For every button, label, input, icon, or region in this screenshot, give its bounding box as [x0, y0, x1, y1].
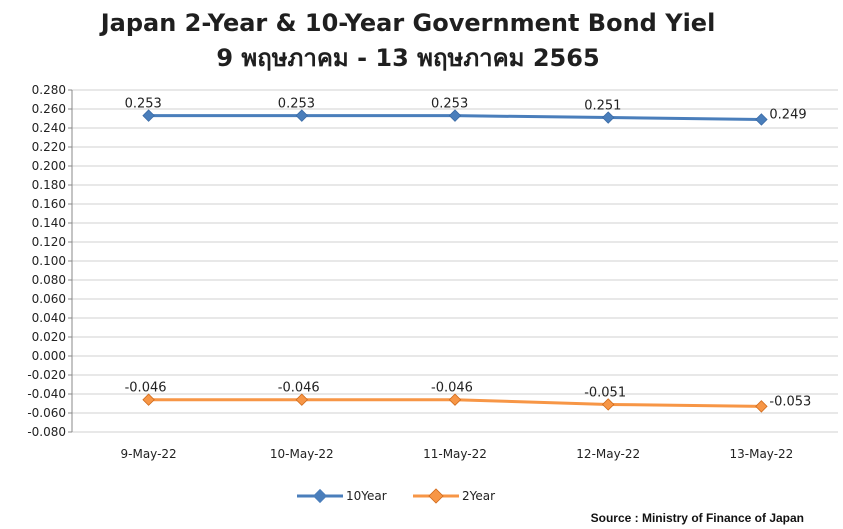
y-tick-label: 0.120: [32, 235, 66, 249]
y-tick-label: 0.100: [32, 254, 66, 268]
x-tick-label: 10-May-22: [270, 447, 334, 461]
data-label-2year: -0.053: [769, 394, 811, 409]
y-tick-label: 0.200: [32, 159, 66, 173]
data-label-2year: -0.046: [125, 381, 167, 396]
data-label-10year: 0.253: [278, 97, 315, 112]
data-label-10year: 0.253: [431, 97, 468, 112]
legend-item-2year: 2Year: [413, 488, 495, 504]
chart-subtitle: 9 พฤษภาคม - 13 พฤษภาคม 2565: [216, 44, 599, 72]
y-tick-label: -0.020: [27, 368, 66, 382]
x-tick-label: 11-May-22: [423, 447, 487, 461]
y-tick-label: 0.080: [32, 273, 66, 287]
data-label-2year: -0.051: [584, 385, 626, 400]
y-tick-label: -0.040: [27, 387, 66, 401]
data-point-2year: [448, 393, 462, 406]
data-label-10year: 0.251: [584, 99, 621, 114]
y-tick-label: 0.020: [32, 330, 66, 344]
y-tick-label: 0.220: [32, 140, 66, 154]
x-axis-ticks: 9-May-22 10-May-22 11-May-22 12-May-22 13-Ma…: [121, 447, 794, 461]
y-tick-label: -0.060: [27, 406, 66, 420]
y-tick-label: 0.160: [32, 197, 66, 211]
data-labels: 0.253 0.253 0.253 0.251 0.249 -0.046 -0.046 -0.…: [125, 97, 812, 410]
data-label-10year: 0.253: [125, 97, 162, 112]
data-label-2year: -0.046: [278, 381, 320, 396]
x-tick-label: 9-May-22: [121, 447, 177, 461]
data-point-2year: [755, 400, 768, 413]
data-point-10year: [601, 111, 615, 124]
data-point-10year: [295, 109, 309, 122]
y-tick-label: 0.180: [32, 178, 66, 192]
y-tick-label: 0.000: [32, 349, 66, 363]
legend-item-10year: 10Year: [297, 488, 387, 504]
data-point-10year: [142, 109, 155, 122]
data-point-2year: [601, 398, 615, 411]
legend-marker-2year: [428, 488, 444, 504]
data-point-2year: [142, 393, 155, 406]
data-label-2year: -0.046: [431, 381, 473, 396]
x-tick-label: 13-May-22: [730, 447, 794, 461]
legend-label-10year: 10Year: [346, 489, 387, 503]
legend-marker-10year: [312, 488, 328, 504]
y-axis-ticks: 0.280 0.260 0.240 0.220 0.200 0.180 0.160 0.140…: [27, 83, 73, 439]
y-tick-label: 0.260: [32, 102, 66, 116]
data-point-10year: [755, 113, 768, 126]
legend: 10Year 2Year: [297, 488, 495, 504]
data-point-10year: [448, 109, 462, 122]
y-tick-label: 0.060: [32, 292, 66, 306]
y-tick-label: 0.240: [32, 121, 66, 135]
data-point-2year: [295, 393, 309, 406]
source-note: Source : Ministry of Finance of Japan: [591, 511, 804, 525]
y-tick-label: 0.280: [32, 83, 66, 97]
data-label-10year: 0.249: [769, 107, 806, 122]
legend-label-2year: 2Year: [462, 489, 495, 503]
chart-title: Japan 2-Year & 10-Year Government Bond Y…: [99, 9, 716, 37]
series-lines: [142, 109, 768, 413]
y-tick-label: -0.080: [27, 425, 66, 439]
y-tick-label: 0.140: [32, 216, 66, 230]
y-tick-label: 0.040: [32, 311, 66, 325]
x-tick-label: 12-May-22: [576, 447, 640, 461]
